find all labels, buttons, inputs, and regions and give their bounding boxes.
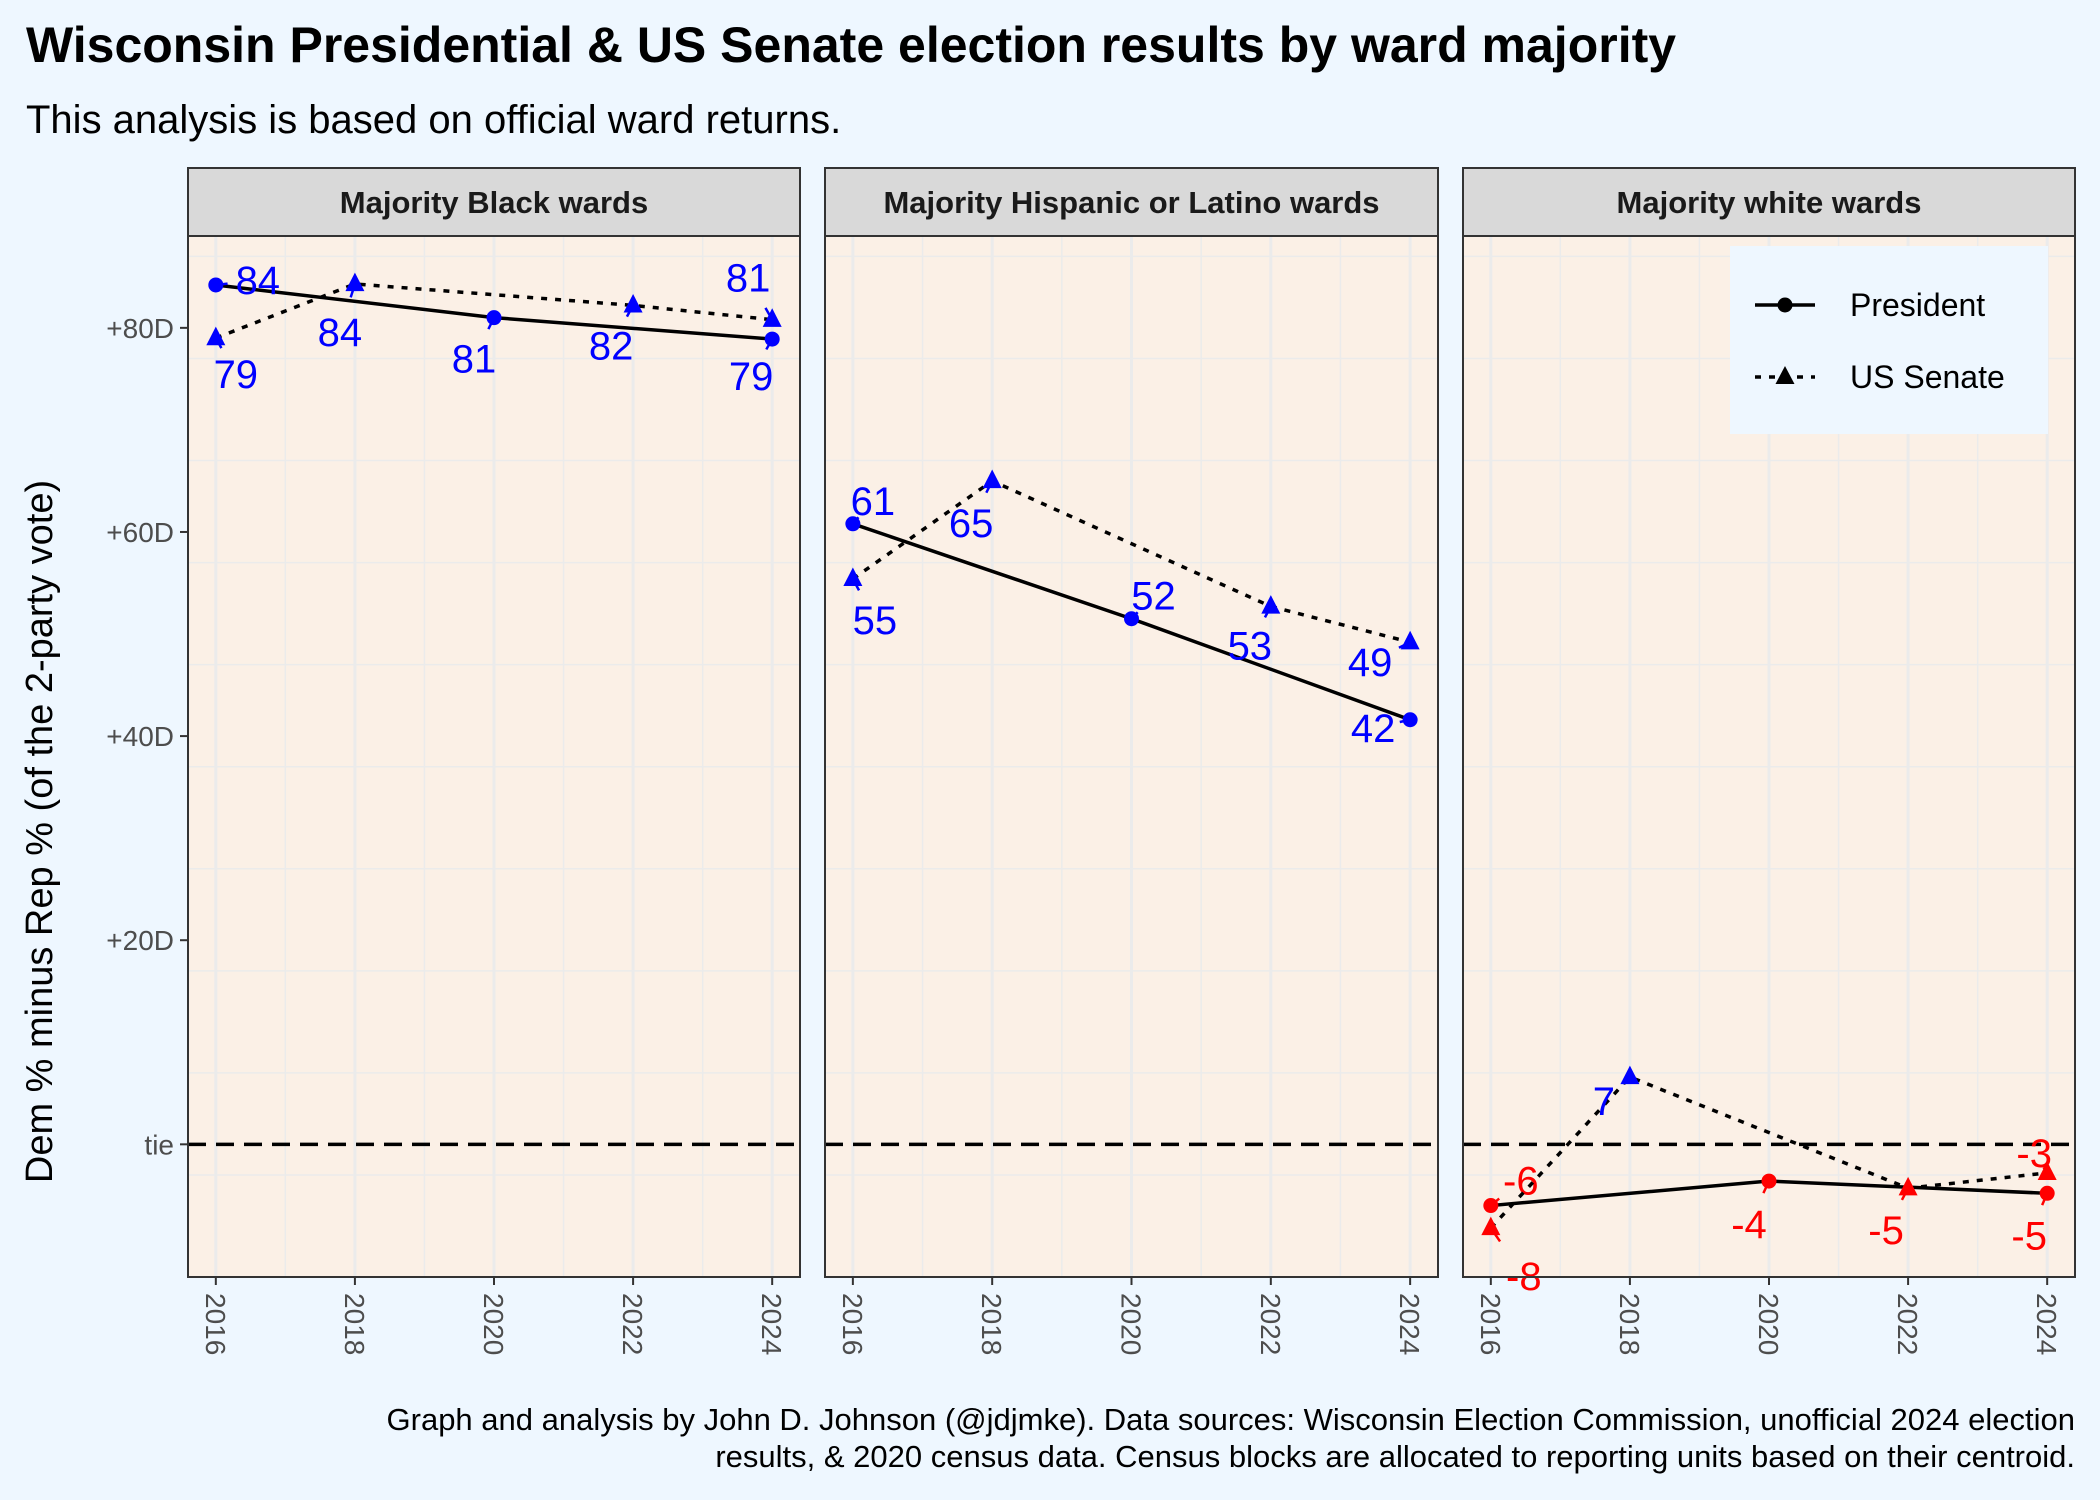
senate-point (843, 567, 863, 587)
data-label-connector (764, 307, 774, 321)
chart-title: Wisconsin Presidential & US Senate elect… (26, 17, 1676, 73)
x-tick-label: 2020 (478, 1293, 509, 1355)
x-tick-label: 2016 (1475, 1293, 1506, 1355)
president-data-label: 84 (236, 259, 281, 303)
senate-point (206, 326, 226, 346)
senate-line (215, 282, 773, 340)
x-tick-label: 2018 (976, 1293, 1007, 1355)
panel-strip (824, 167, 1439, 237)
y-axis-title: Dem % minus Rep % (of the 2-party vote) (19, 480, 61, 1183)
senate-point (345, 272, 365, 292)
senate-line (851, 478, 1411, 644)
president-data-label: -4 (1731, 1203, 1767, 1247)
x-tick-label: 2020 (1116, 1293, 1147, 1355)
senate-data-label: 82 (589, 324, 634, 368)
data-label-connector (1900, 1187, 1910, 1201)
data-label-connector (1399, 718, 1411, 724)
panel-strip (187, 167, 801, 237)
senate-data-label: 65 (949, 502, 994, 546)
data-label-connector (1762, 1180, 1771, 1194)
president-data-label: 81 (452, 338, 497, 382)
senate-point (1481, 1216, 1501, 1236)
legend-president-label: President (1850, 287, 1985, 323)
senate-data-label: 79 (214, 353, 259, 397)
x-tick-label: 2024 (2031, 1293, 2062, 1355)
data-label-connector (985, 480, 994, 494)
senate-data-label: 84 (318, 311, 363, 355)
data-label-connector (1621, 1076, 1631, 1085)
senate-line (1489, 1074, 2048, 1230)
data-label-connector (1398, 641, 1411, 649)
legend-president-marker (1777, 297, 1793, 313)
data-label-connector (851, 516, 860, 525)
panel-strip (1462, 167, 2076, 237)
senate-data-label: -3 (2016, 1132, 2052, 1176)
data-label-connector (487, 317, 496, 330)
data-label-connector (1489, 1227, 1502, 1243)
president-data-label: 42 (1351, 707, 1396, 751)
president-data-label: 61 (851, 480, 896, 524)
data-label-connector (765, 338, 774, 351)
x-tick-label: 2022 (1255, 1293, 1286, 1355)
senate-point (1620, 1065, 1640, 1085)
senate-point (623, 294, 643, 313)
legend-background (1730, 246, 2048, 434)
data-label-connector (2042, 1166, 2049, 1174)
legend-senate-marker (1775, 366, 1795, 384)
data-label-connector (625, 304, 635, 318)
president-data-label: 79 (729, 355, 774, 399)
x-tick-label: 2016 (200, 1293, 231, 1355)
panel-2: Majority Hispanic or Latino wards 61 52 42 5… (824, 167, 1439, 1355)
chart-subtitle: This analysis is based on official ward … (26, 98, 841, 142)
x-tick-label: 2018 (339, 1293, 370, 1355)
x-tick-label: 2016 (837, 1293, 868, 1355)
panel-1: Majority Black wards 84 81 79 79 84 82 81 2016 20… (187, 167, 801, 1355)
data-label-connector (1263, 605, 1272, 618)
x-tick-label: 2024 (1394, 1293, 1425, 1355)
panel-title: Majority Hispanic or Latino wards (883, 185, 1379, 220)
panel-title: Majority Black wards (340, 185, 648, 220)
y-tick-label: +20D (106, 925, 174, 956)
senate-point (1898, 1176, 1918, 1196)
y-tick-label: +40D (106, 721, 174, 752)
senate-data-label: 49 (1348, 641, 1393, 685)
data-label-connector (214, 337, 223, 349)
x-tick-label: 2018 (1614, 1293, 1645, 1355)
data-label-connector (215, 282, 228, 287)
president-data-label: 52 (1131, 575, 1176, 619)
senate-data-label: 7 (1593, 1080, 1615, 1124)
senate-data-label: 53 (1228, 624, 1273, 668)
data-label-connector (1130, 611, 1139, 620)
data-label-connector (851, 578, 861, 591)
y-tick-label: +80D (106, 313, 174, 344)
data-label-connector (2040, 1192, 2049, 1206)
x-tick-label: 2020 (1753, 1293, 1784, 1355)
legend-senate-label: US Senate (1850, 359, 2005, 395)
senate-data-label: 81 (726, 257, 771, 301)
legend: President US Senate (1730, 246, 2048, 434)
caption-line-1: Graph and analysis by John D. Johnson (@… (387, 1402, 2075, 1437)
data-label-connector (349, 283, 357, 298)
panel-title: Majority white wards (1617, 185, 1922, 220)
x-tick-label: 2022 (1892, 1293, 1923, 1355)
y-tick-label: +60D (106, 517, 174, 548)
senate-point (1261, 595, 1281, 614)
senate-point (982, 469, 1002, 489)
senate-data-label: 55 (853, 599, 898, 643)
senate-data-label: -5 (1868, 1209, 1904, 1253)
x-tick-label: 2024 (756, 1293, 787, 1355)
caption-line-2: results, & 2020 census data. Census bloc… (715, 1439, 2075, 1474)
president-data-label: -5 (2011, 1214, 2047, 1258)
x-tick-label: 2022 (617, 1293, 648, 1355)
y-tick-label: tie (144, 1129, 174, 1160)
data-label-connector (1490, 1197, 1501, 1207)
